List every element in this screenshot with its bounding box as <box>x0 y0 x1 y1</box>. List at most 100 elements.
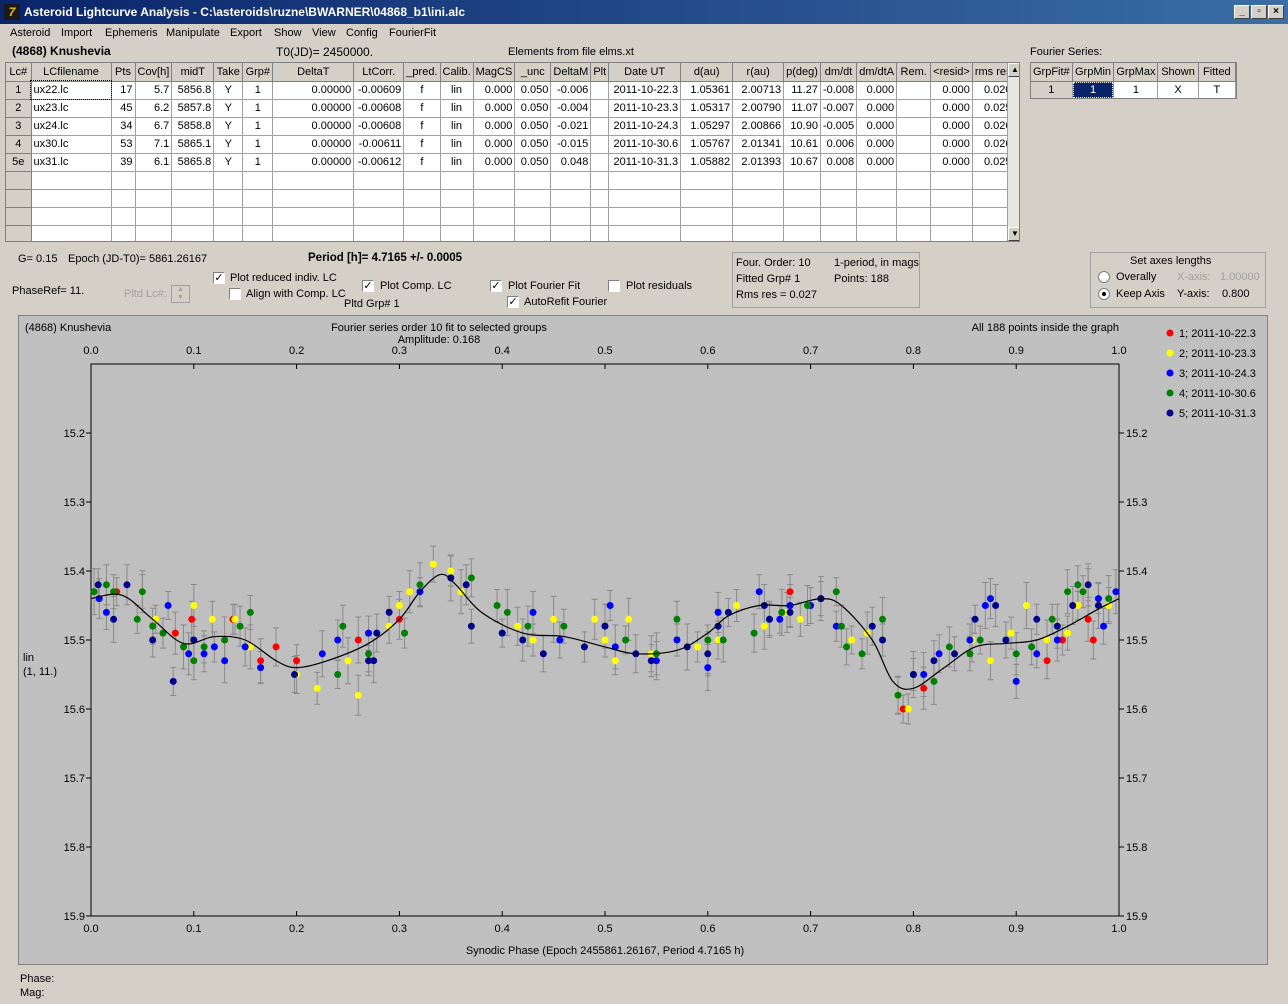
table-cell[interactable]: 2011-10-31.3 <box>608 153 682 172</box>
table-cell[interactable]: -0.021 <box>550 117 592 136</box>
table-cell[interactable]: -0.006 <box>550 81 592 100</box>
table-cell[interactable]: ux31.lc <box>31 153 112 172</box>
table-cell[interactable]: Y <box>213 153 244 172</box>
table-cell[interactable]: Y <box>213 81 244 100</box>
table-cell[interactable]: -0.005 <box>820 117 858 136</box>
table-cell[interactable]: Y <box>213 99 244 118</box>
table-cell[interactable] <box>6 225 32 241</box>
autorefit-checkbox[interactable]: ✓ <box>507 296 519 308</box>
table-cell[interactable] <box>680 207 734 226</box>
table-cell[interactable] <box>896 171 932 190</box>
table-cell[interactable] <box>608 171 682 190</box>
table-cell[interactable] <box>590 117 610 136</box>
plot-comp-checkbox[interactable]: ✓ <box>362 280 374 292</box>
table-cell[interactable]: f <box>403 117 441 136</box>
table-cell[interactable]: 0.00000 <box>272 81 355 100</box>
table-cell[interactable] <box>590 225 610 241</box>
table-cell[interactable] <box>111 207 136 226</box>
table-cell[interactable]: f <box>403 81 441 100</box>
table-cell[interactable] <box>590 189 610 208</box>
menu-export[interactable]: Export <box>230 27 262 39</box>
table-cell[interactable]: 0.000 <box>473 117 516 136</box>
table-cell[interactable]: 1 <box>242 81 274 100</box>
table-cell[interactable]: 5856.8 <box>171 81 215 100</box>
fs-cell[interactable]: T <box>1198 81 1236 98</box>
table-cell[interactable] <box>242 207 274 226</box>
plot-svg[interactable]: 0.0 0.0 0.1 0.1 0.2 0.2 0.3 0.3 0.4 0.4 0.5 0.5 0.6 0… <box>19 316 1269 966</box>
overally-radio[interactable] <box>1098 271 1110 283</box>
table-cell[interactable]: 0.000 <box>930 135 973 154</box>
fs-cell[interactable]: X <box>1157 81 1199 98</box>
column-header[interactable]: dm/dtA <box>856 63 898 82</box>
fs-column-header[interactable]: GrpFit# <box>1031 63 1073 82</box>
table-cell[interactable]: 2.01393 <box>732 153 785 172</box>
table-row[interactable]: 4 ux30.lc 53 7.1 5865.1 Y 1 0.00000 -0.00611 f lin… <box>6 135 1015 154</box>
column-header[interactable]: r(au) <box>732 63 785 82</box>
table-cell[interactable]: 7.1 <box>135 135 173 154</box>
table-cell[interactable] <box>972 189 1015 208</box>
table-cell[interactable]: -0.00608 <box>353 117 405 136</box>
table-cell[interactable] <box>514 171 552 190</box>
table-cell[interactable] <box>6 207 32 226</box>
column-header[interactable]: _pred. <box>403 63 441 82</box>
table-cell[interactable]: 0.000 <box>856 81 898 100</box>
table-cell[interactable] <box>213 171 244 190</box>
table-cell[interactable] <box>213 225 244 241</box>
table-cell[interactable]: 0.008 <box>820 153 858 172</box>
column-header[interactable]: Plt <box>590 63 610 82</box>
column-header[interactable]: Grp# <box>242 63 274 82</box>
column-header[interactable]: Date UT <box>608 63 682 82</box>
table-cell[interactable]: -0.00609 <box>353 81 405 100</box>
table-cell[interactable]: 11.07 <box>783 99 821 118</box>
table-row-empty[interactable] <box>6 189 1015 208</box>
table-cell[interactable] <box>473 225 516 241</box>
table-cell[interactable] <box>272 207 355 226</box>
table-cell[interactable] <box>608 207 682 226</box>
table-scrollbar[interactable]: ▲ ▼ <box>1007 63 1019 241</box>
table-cell[interactable] <box>856 171 898 190</box>
table-row-empty[interactable] <box>6 207 1015 226</box>
table-cell[interactable]: 53 <box>111 135 136 154</box>
table-cell[interactable] <box>680 225 734 241</box>
fs-cell[interactable]: 1 <box>1072 81 1115 98</box>
table-cell[interactable]: -0.00611 <box>353 135 405 154</box>
table-cell[interactable] <box>473 207 516 226</box>
table-cell[interactable] <box>856 189 898 208</box>
plot-residuals-checkbox[interactable] <box>608 280 620 292</box>
table-cell[interactable]: 0.00000 <box>272 99 355 118</box>
table-cell[interactable] <box>783 171 821 190</box>
menu-ephemeris[interactable]: Ephemeris <box>105 27 158 39</box>
table-cell[interactable]: 0.000 <box>473 99 516 118</box>
table-cell[interactable] <box>353 171 405 190</box>
table-cell[interactable]: 0.000 <box>856 99 898 118</box>
table-cell[interactable]: f <box>403 135 441 154</box>
table-cell[interactable]: 4 <box>6 135 32 154</box>
table-cell[interactable] <box>590 153 610 172</box>
table-cell[interactable]: 0.00000 <box>272 117 355 136</box>
table-cell[interactable]: 0.050 <box>514 81 552 100</box>
table-cell[interactable]: 34 <box>111 117 136 136</box>
fs-column-header[interactable]: GrpMin <box>1072 63 1115 82</box>
column-header[interactable]: Calib. <box>440 63 474 82</box>
xaxis-value[interactable]: 1.00000 <box>1220 271 1260 283</box>
table-cell[interactable] <box>732 207 785 226</box>
table-cell[interactable] <box>242 225 274 241</box>
table-cell[interactable]: 5e <box>6 153 32 172</box>
table-cell[interactable]: 0.000 <box>856 117 898 136</box>
table-cell[interactable] <box>135 189 173 208</box>
menu-manipulate[interactable]: Manipulate <box>166 27 220 39</box>
table-cell[interactable] <box>930 207 973 226</box>
column-header[interactable]: DeltaT <box>272 63 355 82</box>
table-cell[interactable] <box>514 189 552 208</box>
table-cell[interactable]: 1.05882 <box>680 153 734 172</box>
column-header[interactable]: dm/dt <box>820 63 858 82</box>
table-cell[interactable]: 0.050 <box>514 117 552 136</box>
column-header[interactable]: rms res <box>972 63 1015 82</box>
table-cell[interactable] <box>31 171 112 190</box>
table-row-empty[interactable] <box>6 171 1015 190</box>
table-cell[interactable] <box>608 225 682 241</box>
table-cell[interactable]: 5858.8 <box>171 117 215 136</box>
table-row-empty[interactable] <box>6 225 1015 241</box>
table-cell[interactable]: 0.00000 <box>272 153 355 172</box>
